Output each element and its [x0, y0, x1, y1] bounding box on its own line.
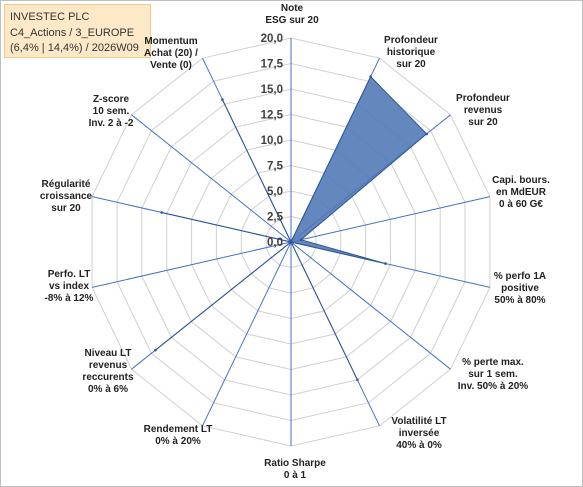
axis-label: Momentum Achat (20) / Vente (0): [144, 36, 198, 71]
axis-label: Perfo. LT vs index -8% à 12%: [45, 269, 94, 304]
header-category: C4_Actions / 3_EUROPE: [10, 26, 135, 39]
axis-label: Z-score 10 sem. Inv. 2 à -2: [89, 94, 134, 129]
tick-label: 10,0: [261, 135, 283, 147]
axis-label: Régularité croissance sur 20: [40, 179, 93, 214]
radar-spoke: [290, 241, 451, 370]
radar-series: [154, 75, 428, 382]
tick-label: 2,5: [267, 212, 284, 224]
axis-label: Ratio Sharpe 0 à 1: [264, 458, 326, 481]
axis-label: Niveau LT revenus reccurents 0% à 6%: [82, 348, 134, 395]
axis-label: Profondeur historique sur 20: [384, 35, 438, 70]
series-point: [154, 348, 157, 352]
series-area: [155, 75, 428, 381]
series-point: [221, 98, 224, 101]
tick-label: 12,5: [261, 110, 284, 122]
series-point: [160, 211, 163, 214]
series-point: [289, 240, 293, 244]
series-point: [299, 238, 303, 241]
radar-spoke: [290, 196, 491, 243]
axis-label: % perte max. sur 1 sem. Inv. 50% à 20%: [458, 357, 529, 392]
radar-spoke: [131, 114, 292, 243]
series-point: [384, 262, 387, 265]
axis-label: % perfo 1A positive 50% à 80%: [494, 271, 546, 306]
axis-label: Rendement LT 0% à 20%: [144, 424, 213, 447]
tick-label: 15,0: [261, 84, 283, 96]
tick-label: 7,5: [267, 161, 284, 173]
radar-axis-labels: Note ESG sur 20 Profondeur historique sur 20…: [40, 3, 550, 481]
axis-label: Capi. bours. en MdEUR 0 à 60 G€: [492, 175, 550, 210]
series-point: [356, 378, 359, 382]
tick-label: 17,5: [261, 59, 284, 71]
tick-label: 5,0: [267, 186, 283, 198]
axis-label: Volatilité LT inversée 40% à 0%: [391, 416, 446, 451]
radar-spoke: [91, 241, 292, 288]
header-box: INVESTEC PLC C4_Actions / 3_EUROPE (6,4%…: [4, 4, 151, 58]
axis-label: Note ESG sur 20: [265, 3, 319, 26]
radar-tick-labels: 0,0 2,5 5,0 7,5 10,0 12,5 15,0 17,5 20,0: [261, 33, 284, 249]
tick-label: 20,0: [261, 33, 283, 45]
radar-spoke: [202, 241, 292, 427]
axis-label: Profondeur revenus sur 20: [456, 93, 510, 128]
series-point: [369, 75, 373, 78]
header-company: INVESTEC PLC: [10, 11, 90, 23]
header-period: (6,4% | 14,4%) / 2026W09: [10, 42, 139, 54]
series-point: [425, 132, 428, 136]
tick-label: 0,0: [267, 237, 283, 249]
